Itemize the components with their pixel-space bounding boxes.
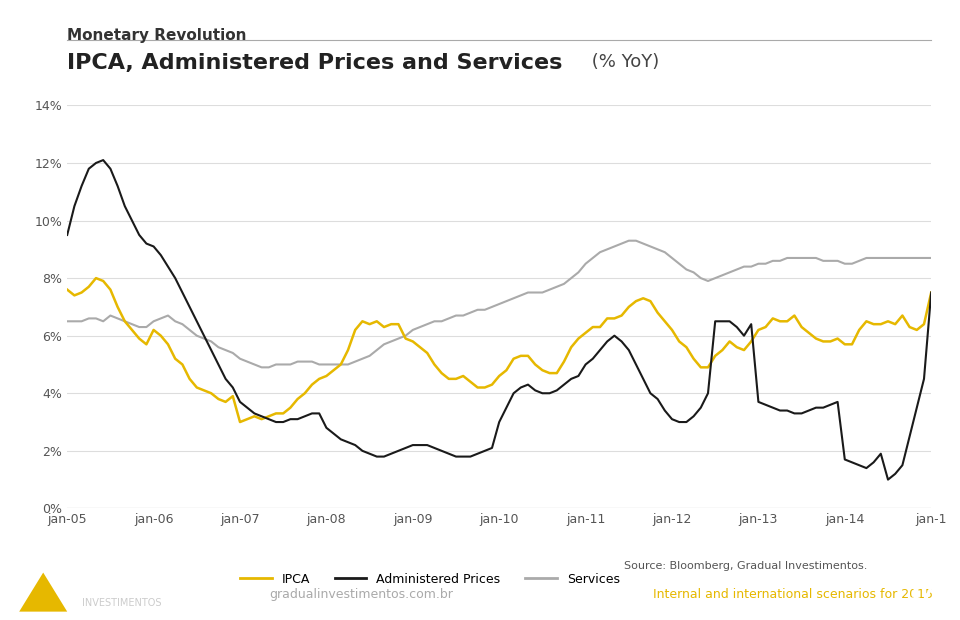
- Text: IPCA, Administered Prices and Services: IPCA, Administered Prices and Services: [67, 53, 563, 73]
- Legend: IPCA, Administered Prices, Services: IPCA, Administered Prices, Services: [235, 568, 625, 591]
- Text: (% YoY): (% YoY): [586, 53, 659, 71]
- Text: GRADUAL: GRADUAL: [82, 578, 156, 592]
- Polygon shape: [19, 573, 67, 611]
- Text: Internal and international scenarios for 2015: Internal and international scenarios for…: [653, 588, 933, 601]
- Text: Source: Bloomberg, Gradual Investimentos.: Source: Bloomberg, Gradual Investimentos…: [624, 561, 868, 571]
- Text: 17: 17: [908, 585, 935, 604]
- Text: INVESTIMENTOS: INVESTIMENTOS: [82, 598, 161, 608]
- Text: Monetary Revolution: Monetary Revolution: [67, 28, 247, 43]
- Text: gradualinvestimentos.com.br: gradualinvestimentos.com.br: [269, 588, 453, 601]
